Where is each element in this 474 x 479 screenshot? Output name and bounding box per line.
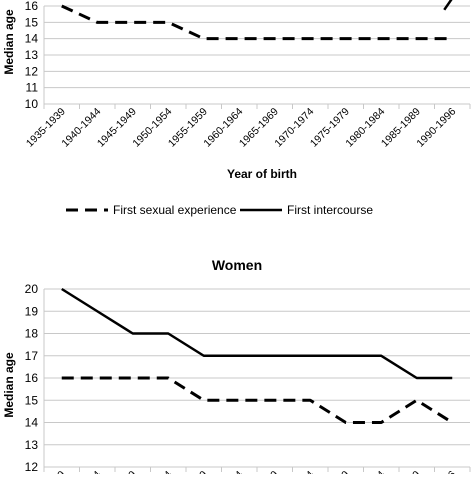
y-tick-label: 14 bbox=[25, 416, 39, 430]
x-tick-label: 79 bbox=[335, 469, 352, 474]
top-gridlines bbox=[43, 5, 471, 109]
top-y-axis-label: Median age bbox=[2, 9, 16, 75]
y-tick-label: 15 bbox=[25, 393, 39, 407]
series-line-first-intercourse bbox=[61, 287, 453, 380]
top-chart: 10 11 12 13 14 15 16 1935-19391940-19441945-19… bbox=[2, 0, 471, 217]
bottom-chart-title: Women bbox=[212, 257, 262, 273]
series-line-first-sexual-experience bbox=[61, 376, 454, 424]
top-x-tick-labels: 1935-19391940-19441945-19491950-19541955… bbox=[24, 106, 459, 150]
top-x-axis-label: Year of birth bbox=[227, 167, 297, 181]
y-tick-label: 14 bbox=[25, 32, 39, 46]
bottom-chart: Women 12 13 14 15 16 17 18 19 20 39 44 49 54 59 64 69 7… bbox=[2, 257, 471, 479]
y-tick-label: 11 bbox=[26, 81, 39, 95]
y-tick-label: 12 bbox=[25, 64, 39, 78]
bottom-x-tick-labels: 39 44 49 54 59 64 69 74 79 84 89 96 bbox=[51, 469, 459, 479]
x-tick-label: 74 bbox=[300, 469, 317, 474]
y-tick-label: 13 bbox=[25, 438, 39, 452]
series-line-first-sexual-experience bbox=[61, 4, 453, 41]
x-tick-label: 54 bbox=[158, 469, 175, 474]
y-tick-label: 15 bbox=[25, 15, 39, 29]
y-tick-label: 19 bbox=[25, 304, 39, 318]
x-tick-label: 39 bbox=[51, 469, 68, 474]
legend-item-first-intercourse: First intercourse bbox=[287, 203, 373, 217]
x-tick-label: 59 bbox=[193, 469, 210, 474]
y-tick-label: 16 bbox=[25, 0, 39, 13]
x-tick-label: 64 bbox=[229, 469, 246, 474]
x-tick-label: 44 bbox=[87, 469, 104, 474]
x-tick-label: 69 bbox=[264, 469, 281, 474]
y-tick-label: 12 bbox=[25, 460, 39, 474]
legend-item-first-sexual-experience: First sexual experience bbox=[113, 203, 237, 217]
x-tick-label: 89 bbox=[406, 469, 423, 474]
top-series bbox=[61, 0, 453, 41]
x-tick-label: 1990-1996 bbox=[414, 106, 458, 150]
x-tick-label: 84 bbox=[371, 469, 388, 474]
y-tick-label: 10 bbox=[25, 97, 39, 111]
legend: First sexual experience First intercours… bbox=[66, 203, 373, 217]
x-tick-label: 49 bbox=[122, 469, 139, 474]
bottom-y-tick-labels: 12 13 14 15 16 17 18 19 20 bbox=[25, 282, 39, 474]
y-tick-label: 16 bbox=[25, 371, 39, 385]
bottom-y-axis-label: Median age bbox=[2, 352, 16, 418]
y-tick-label: 20 bbox=[25, 282, 39, 296]
y-tick-label: 17 bbox=[25, 349, 39, 363]
y-tick-label: 18 bbox=[25, 327, 39, 341]
y-tick-label: 13 bbox=[25, 48, 39, 62]
bottom-series bbox=[61, 287, 454, 424]
series-line-first-intercourse bbox=[443, 0, 453, 11]
top-y-tick-labels: 10 11 12 13 14 15 16 bbox=[25, 0, 39, 111]
x-tick-label: 96 bbox=[442, 469, 459, 474]
